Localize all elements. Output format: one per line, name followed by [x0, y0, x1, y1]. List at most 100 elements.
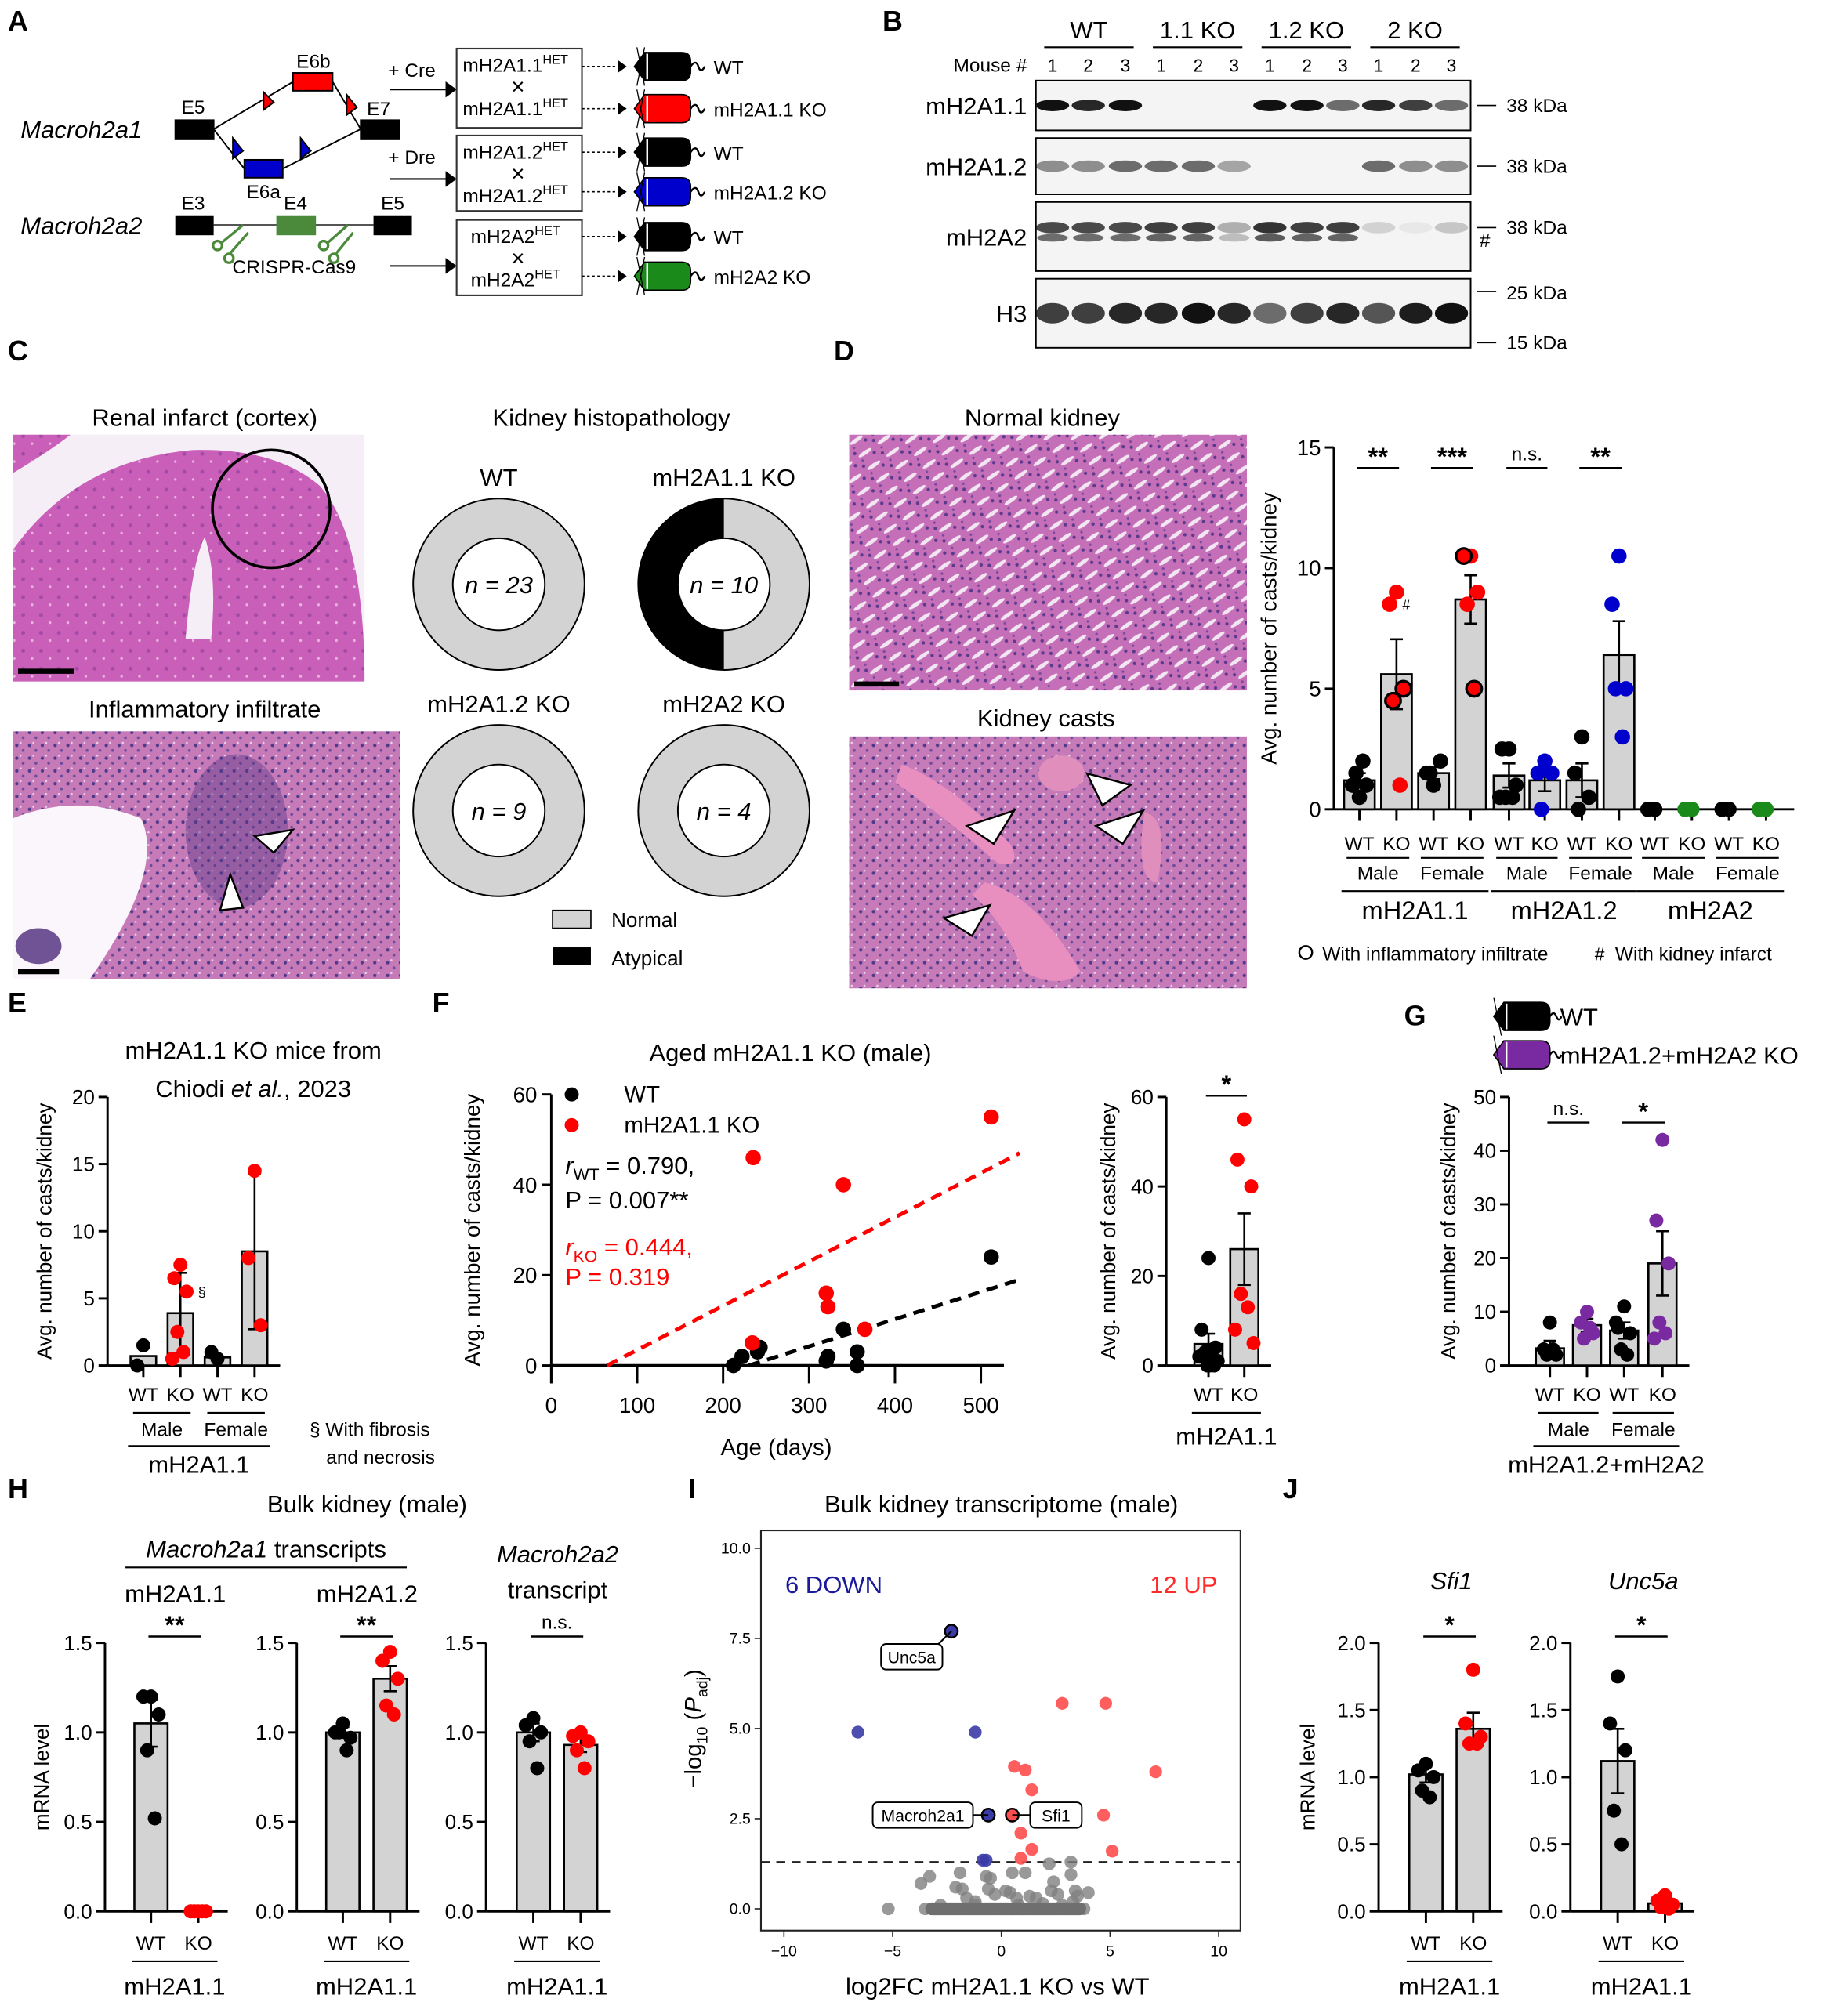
data-point [1545, 1342, 1560, 1356]
category-label: WT [1535, 1385, 1565, 1406]
panel-label-f: F [433, 987, 450, 1019]
data-point [1466, 1662, 1480, 1677]
category-label: WT [1640, 834, 1669, 855]
ns-gene-point [882, 1902, 895, 1916]
y-tick-label: 1.5 [445, 1631, 473, 1655]
data-point [581, 1734, 596, 1749]
ylabel-part: P [680, 1697, 706, 1713]
blot-label: H3 [996, 300, 1027, 328]
y-tick-label: 50 [1473, 1085, 1496, 1109]
bar-chart-G: 0 10 20 30 40 50 Avg. number of casts/kidney WT… [1437, 1085, 1705, 1479]
y-tick-label: 0.0 [1529, 1899, 1557, 1923]
plot-frame [759, 1529, 1241, 1932]
cross-symbol: × [511, 245, 524, 271]
y-tick-label: 7.5 [730, 1630, 751, 1647]
blot-band [1183, 234, 1214, 242]
y-tick-label: 10 [1473, 1300, 1496, 1323]
supergroup-label: mH2A2 [1668, 896, 1753, 925]
panel-c: Renal infarct (cortex) Inflammatory infi… [13, 404, 810, 979]
up-gene-point [1019, 1763, 1032, 1777]
blot-band [1292, 234, 1323, 242]
data-point [1574, 729, 1590, 745]
data-point [820, 1298, 836, 1315]
volcano-plot: Bulk kidney transcriptome (male) 0.0 2.5 5.… [680, 1490, 1241, 2000]
y-tick-label: 0.0 [730, 1901, 751, 1918]
data-point [1620, 1347, 1635, 1362]
blot-band [1399, 160, 1433, 172]
marker-label: 38 kDa [1506, 96, 1567, 117]
mouse-tail [690, 271, 706, 281]
data-point [820, 1349, 836, 1364]
data-point [1655, 1132, 1670, 1147]
ns-gene-point [1082, 1886, 1095, 1899]
data-point [1751, 802, 1767, 817]
data-point [386, 1707, 401, 1722]
blot-band [1108, 222, 1143, 234]
normal-kidney-histology-image [849, 434, 1247, 691]
panel-e-title-line1: mH2A1.1 KO mice from [125, 1037, 382, 1064]
data-point [1581, 789, 1597, 806]
category-label: KO [1457, 834, 1484, 855]
dre-label: + Dre [388, 147, 436, 168]
up-gene-point [1056, 1696, 1069, 1710]
data-point [1611, 548, 1627, 564]
bar-chart-H2: 0.0 0.5 1.0 1.5 WT KO mH2A1.1 ** [255, 1610, 420, 2000]
group-label: Male [1506, 864, 1548, 885]
blot-band [1434, 100, 1469, 111]
data-point [1677, 802, 1693, 817]
group-label: Female [1568, 864, 1632, 885]
legend-double-ko: mH2A1.2+mH2A2 KO [1560, 1042, 1799, 1070]
data-point [167, 1271, 182, 1286]
significance-label: *** [1437, 442, 1467, 471]
data-point [1469, 1736, 1484, 1751]
blot-band [1217, 302, 1251, 324]
x-tick-label: 5 [1106, 1943, 1114, 1960]
arrowhead-icon [964, 809, 1016, 845]
category-label: KO [1651, 1933, 1679, 1954]
data-point [1640, 802, 1656, 817]
blot-band [1181, 222, 1216, 234]
blot-band [1071, 222, 1105, 234]
y-tick-label: 0 [1485, 1354, 1497, 1378]
data-point [147, 1811, 162, 1826]
blot-group-label: 1.2 KO [1269, 16, 1345, 44]
up-gene-point [1099, 1696, 1113, 1710]
blot-band [1108, 100, 1143, 111]
data-point [849, 1357, 865, 1374]
data-point [1192, 1349, 1207, 1364]
data-point [983, 1109, 999, 1125]
y-tick-label: 40 [513, 1173, 538, 1197]
exon-label: E5 [381, 194, 404, 215]
exon-label: E5 [182, 97, 205, 118]
blot-band [1144, 160, 1178, 172]
r-wt-stat: rWT = 0.790, [565, 1152, 694, 1184]
footnote-kidney-infarct: With kidney infarct [1615, 943, 1772, 965]
offspring-mice: WT mH2A1.1 KO WT mH2A1.2 KO WT mH2A2 KO [582, 47, 827, 296]
allele-name: mH2A1.2 [462, 186, 542, 207]
allele-superscript: HET [542, 183, 568, 197]
category-label: KO [1459, 1933, 1487, 1954]
x-tick-label: −10 [771, 1943, 797, 1960]
data-point [170, 1324, 185, 1339]
panel-label-b: B [882, 5, 903, 37]
ns-gene-point [923, 1870, 937, 1883]
data-point [849, 1344, 865, 1360]
data-point [570, 1743, 584, 1758]
data-point [1494, 741, 1510, 757]
category-label: WT [1567, 834, 1596, 855]
ns-gene-point [1006, 1866, 1019, 1880]
up-count-label: 12 UP [1150, 1571, 1217, 1599]
category-label: WT [129, 1385, 158, 1406]
data-point [734, 1349, 750, 1364]
bar [324, 1731, 361, 1913]
ylabel-part: −log [680, 1743, 706, 1787]
cross-boxes: mH2A1.1HETmH2A1.1HET×mH2A1.2HETmH2A1.2HE… [455, 47, 583, 296]
cross-allele-label: mH2A1.2HET [462, 183, 568, 207]
bar-chart-J1: 0.0 0.5 1.0 1.5 2.0 mRNA level WT KO mH2A1.1 * [1295, 1610, 1503, 2000]
fibrosis-marker: § [198, 1284, 206, 1300]
data-point [1392, 777, 1408, 793]
footnote-necrosis: and necrosis [326, 1447, 435, 1468]
category-label: WT [1494, 834, 1524, 855]
category-label: WT [1411, 1933, 1440, 1954]
category-label: KO [1752, 834, 1780, 855]
